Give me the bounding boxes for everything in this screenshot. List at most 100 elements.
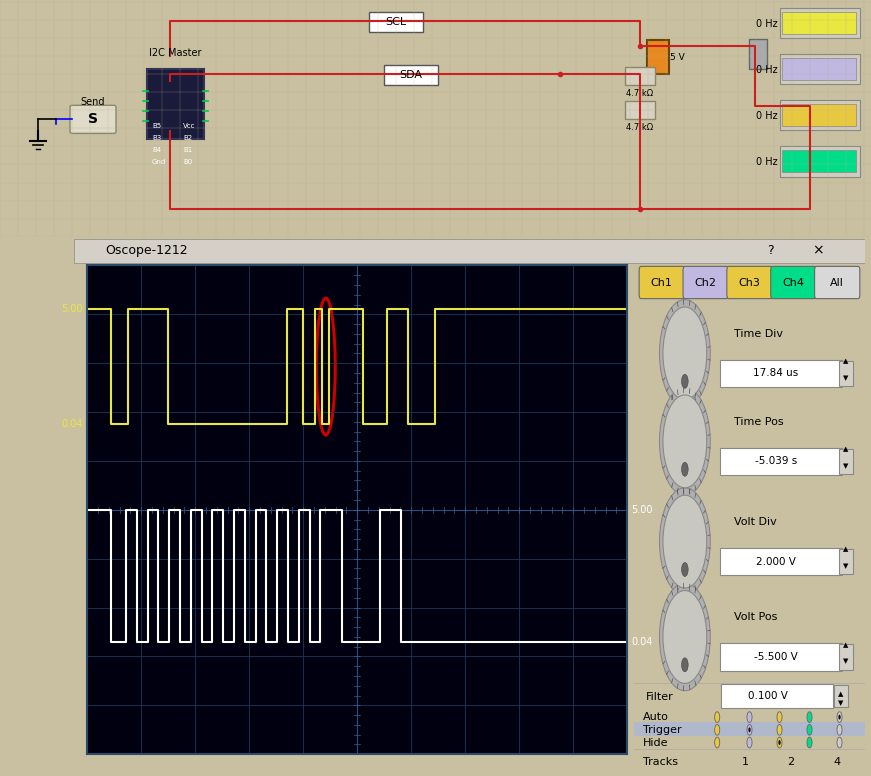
- Circle shape: [659, 300, 710, 407]
- Circle shape: [659, 584, 710, 691]
- FancyBboxPatch shape: [719, 643, 841, 670]
- Text: B1: B1: [183, 147, 192, 154]
- Circle shape: [807, 737, 812, 748]
- FancyBboxPatch shape: [814, 266, 860, 299]
- Text: ?: ?: [766, 244, 773, 257]
- Circle shape: [682, 563, 688, 577]
- Text: All: All: [830, 278, 844, 287]
- Text: -5.500 V: -5.500 V: [754, 652, 798, 662]
- Circle shape: [714, 737, 719, 748]
- FancyBboxPatch shape: [625, 68, 655, 85]
- Text: Filter: Filter: [645, 691, 673, 702]
- Text: SCL: SCL: [386, 17, 407, 27]
- Circle shape: [682, 462, 688, 476]
- Text: Auto: Auto: [644, 712, 669, 722]
- Text: -5.039 s: -5.039 s: [755, 456, 797, 466]
- Text: 0 Hz: 0 Hz: [756, 158, 778, 168]
- Text: Time Pos: Time Pos: [734, 417, 784, 427]
- Circle shape: [726, 759, 727, 764]
- Circle shape: [747, 725, 752, 735]
- FancyBboxPatch shape: [625, 102, 655, 120]
- Bar: [780, 54, 860, 85]
- FancyBboxPatch shape: [749, 39, 767, 69]
- FancyBboxPatch shape: [369, 12, 423, 32]
- Text: Ch1: Ch1: [651, 278, 672, 287]
- Text: 2: 2: [787, 757, 794, 767]
- Circle shape: [724, 756, 729, 767]
- FancyBboxPatch shape: [647, 40, 669, 74]
- Text: ▲: ▲: [843, 642, 848, 648]
- Text: Tracks: Tracks: [644, 757, 679, 767]
- Circle shape: [779, 740, 780, 745]
- Circle shape: [807, 725, 812, 735]
- FancyBboxPatch shape: [727, 266, 772, 299]
- FancyBboxPatch shape: [639, 266, 685, 299]
- Text: 5 V: 5 V: [670, 53, 685, 61]
- Bar: [780, 147, 860, 176]
- Circle shape: [807, 712, 812, 722]
- Text: I2C Master: I2C Master: [149, 48, 201, 58]
- Circle shape: [747, 712, 752, 722]
- Text: B4: B4: [152, 147, 161, 154]
- Text: 0 Hz: 0 Hz: [756, 111, 778, 121]
- Circle shape: [682, 374, 688, 388]
- Text: S: S: [88, 113, 98, 126]
- Circle shape: [714, 725, 719, 735]
- FancyBboxPatch shape: [634, 722, 865, 736]
- Text: ▲: ▲: [843, 546, 848, 553]
- Circle shape: [777, 712, 782, 722]
- Text: Trigger: Trigger: [644, 725, 682, 735]
- Circle shape: [659, 388, 710, 495]
- Text: 0 Hz: 0 Hz: [756, 19, 778, 29]
- Circle shape: [770, 756, 775, 767]
- Text: 0 Hz: 0 Hz: [756, 65, 778, 75]
- Text: Gnd: Gnd: [152, 159, 166, 165]
- FancyBboxPatch shape: [839, 644, 853, 670]
- Circle shape: [747, 737, 752, 748]
- Text: ▲: ▲: [843, 446, 848, 452]
- FancyBboxPatch shape: [70, 106, 116, 133]
- Text: ▼: ▼: [843, 658, 848, 664]
- Text: Vcc: Vcc: [183, 123, 195, 130]
- Text: Ch4: Ch4: [782, 278, 804, 287]
- Circle shape: [748, 727, 751, 733]
- FancyBboxPatch shape: [839, 549, 853, 574]
- Circle shape: [837, 712, 842, 722]
- Circle shape: [659, 488, 710, 595]
- Text: B3: B3: [152, 135, 161, 141]
- Text: Hide: Hide: [644, 737, 669, 747]
- Text: 0.04: 0.04: [61, 419, 83, 429]
- FancyBboxPatch shape: [719, 548, 841, 575]
- Text: 4: 4: [834, 757, 841, 767]
- Text: Send: Send: [81, 97, 105, 107]
- Text: ▼: ▼: [843, 462, 848, 469]
- Text: ▼: ▼: [839, 701, 844, 706]
- Text: B2: B2: [183, 135, 192, 141]
- Text: ▲: ▲: [839, 691, 844, 697]
- FancyBboxPatch shape: [839, 449, 853, 474]
- Text: 5.00: 5.00: [631, 505, 653, 514]
- Text: Volt Pos: Volt Pos: [734, 612, 778, 622]
- Bar: [782, 58, 856, 80]
- Text: 17.84 us: 17.84 us: [753, 369, 799, 379]
- Circle shape: [816, 756, 821, 767]
- Circle shape: [682, 658, 688, 672]
- Circle shape: [714, 712, 719, 722]
- Text: 0.100 V: 0.100 V: [748, 691, 788, 701]
- Circle shape: [839, 715, 841, 719]
- Circle shape: [777, 725, 782, 735]
- Bar: [782, 104, 856, 126]
- FancyBboxPatch shape: [771, 266, 816, 299]
- Text: 1: 1: [741, 757, 748, 767]
- Text: 2.000 V: 2.000 V: [756, 556, 796, 566]
- Circle shape: [663, 495, 706, 588]
- Circle shape: [777, 737, 782, 748]
- Text: Oscope-1212: Oscope-1212: [105, 244, 188, 257]
- FancyBboxPatch shape: [721, 684, 834, 708]
- Text: 5.00: 5.00: [61, 304, 83, 314]
- Bar: [780, 100, 860, 130]
- FancyBboxPatch shape: [719, 360, 841, 387]
- Text: B0: B0: [183, 159, 192, 165]
- Circle shape: [663, 591, 706, 684]
- Text: 0.04: 0.04: [631, 637, 653, 647]
